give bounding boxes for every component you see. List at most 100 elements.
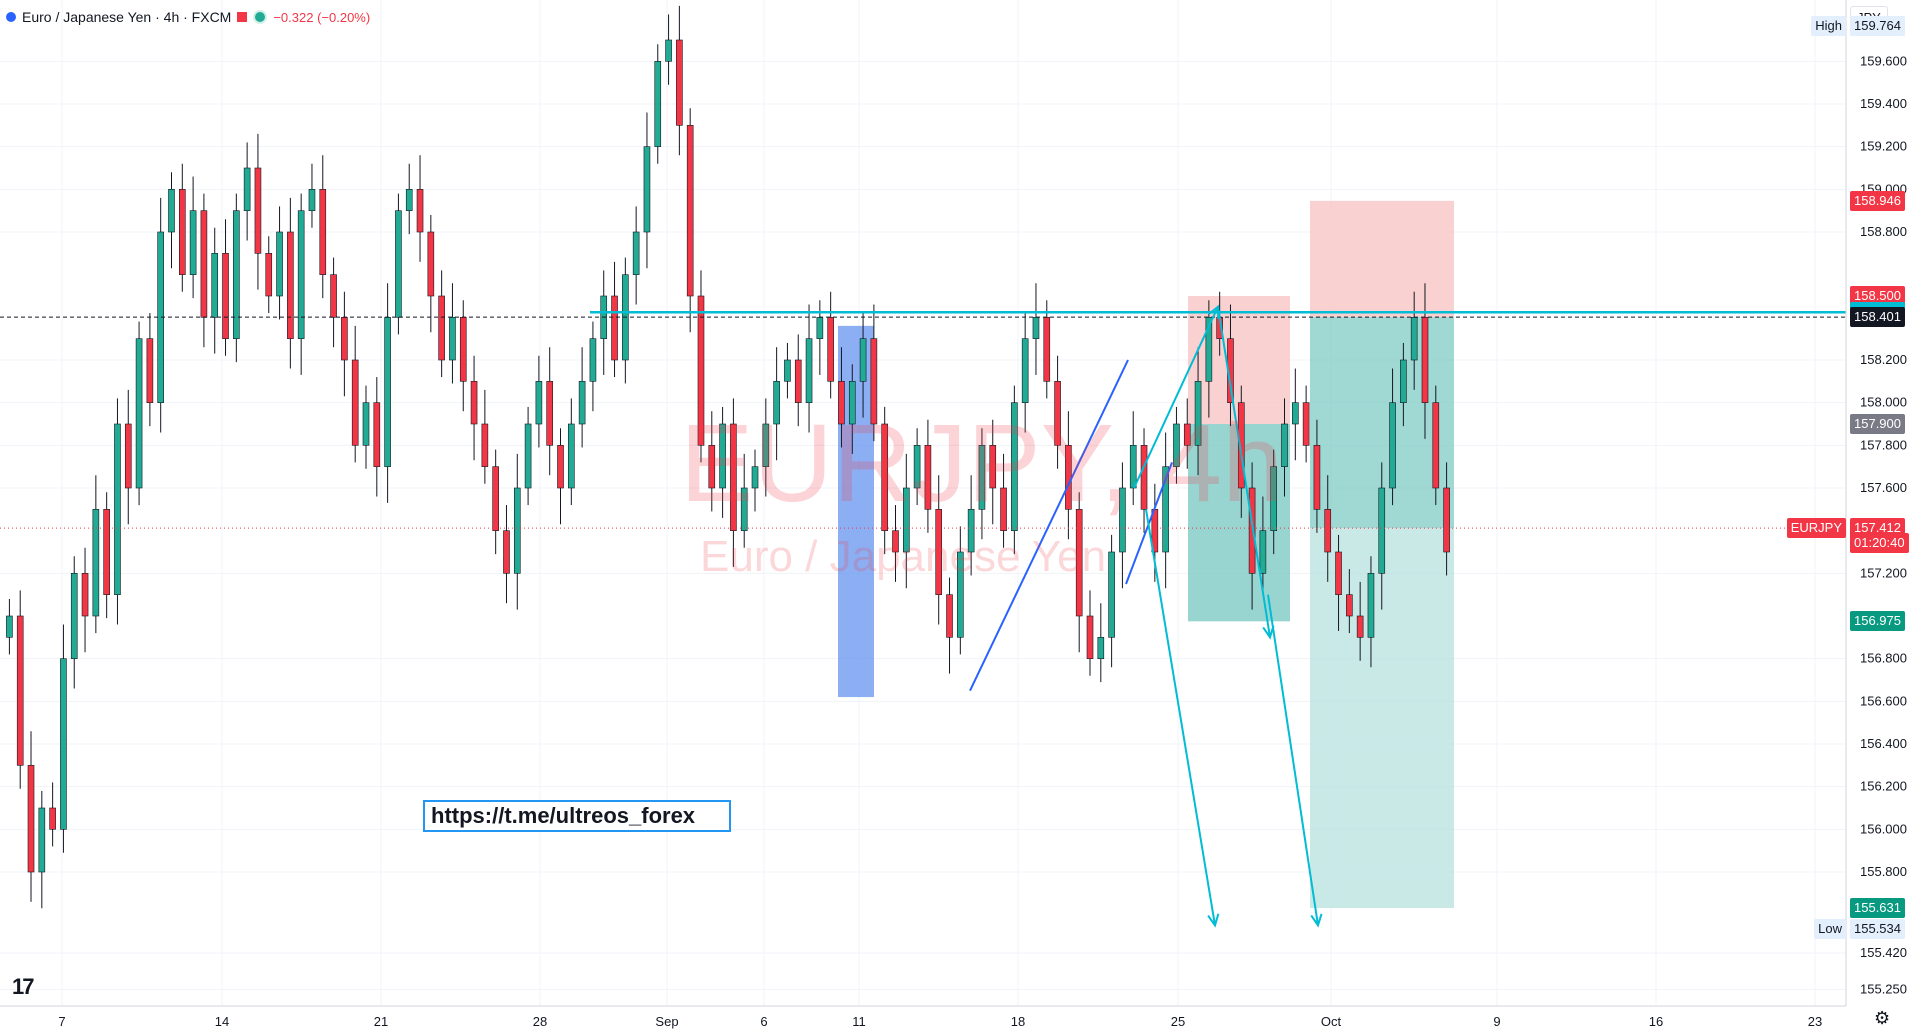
flag-icon[interactable] — [237, 12, 248, 22]
price-tag-label: Low — [1814, 918, 1846, 939]
candle-body — [254, 167, 262, 254]
projection-arrow — [1267, 594, 1319, 926]
candle-body — [1011, 402, 1018, 531]
candle-body — [38, 807, 46, 873]
candle-body — [870, 338, 878, 425]
price-tick-label: 159.400 — [1860, 96, 1907, 111]
price-tag-value: 155.534 — [1850, 918, 1905, 939]
candle-body — [1270, 466, 1278, 531]
candle-body — [1302, 402, 1310, 446]
candle-body — [1324, 509, 1332, 553]
price-tick-label: 157.800 — [1860, 437, 1907, 452]
price-tick-label: 158.800 — [1860, 224, 1907, 239]
candle-body — [341, 317, 348, 361]
symbol-logo-icon — [6, 12, 16, 22]
candle-body — [632, 231, 640, 275]
settings-gear-icon[interactable]: ⚙ — [1874, 1008, 1891, 1028]
projection-arrow — [1217, 306, 1271, 638]
candle-body — [578, 381, 586, 425]
candle-body — [222, 253, 229, 339]
candle-body — [1292, 402, 1299, 425]
symbol-header[interactable]: Euro / Japanese Yen · 4h · FXCM −0.322 (… — [6, 6, 370, 28]
candle-body — [384, 317, 391, 467]
candle-body — [513, 487, 521, 574]
candle-body — [902, 487, 910, 553]
arrow-head — [1310, 913, 1323, 928]
arrow-head — [1207, 913, 1220, 928]
candle-body — [589, 338, 597, 382]
candle-body — [308, 189, 316, 211]
candle-body — [427, 231, 435, 297]
candle-body — [1162, 466, 1169, 553]
candle-body — [838, 381, 845, 425]
candle-body — [665, 39, 672, 62]
time-tick-label: Oct — [1321, 1014, 1342, 1029]
time-tick-label: 6 — [760, 1014, 767, 1029]
candle-body — [168, 189, 175, 233]
candle-body — [265, 253, 273, 297]
time-tick-label: 9 — [1493, 1014, 1500, 1029]
candle-body — [1173, 423, 1180, 467]
symbol-title[interactable]: Euro / Japanese Yen · 4h · FXCM — [22, 9, 232, 25]
candle-body — [1000, 487, 1007, 531]
candle-body — [27, 765, 35, 873]
market-status-icon — [253, 10, 268, 24]
time-tick-label: 18 — [1011, 1014, 1025, 1029]
candle-body — [1259, 530, 1267, 574]
candle-body — [1378, 487, 1386, 574]
time-tick-label: 11 — [852, 1014, 866, 1029]
time-tick-label: 7 — [58, 1014, 65, 1029]
candle-body — [557, 445, 564, 489]
candle-body — [276, 231, 283, 297]
candle-body — [1054, 381, 1061, 446]
candle-body — [135, 338, 143, 489]
price-tick-label: 159.600 — [1860, 53, 1907, 68]
candle-body — [957, 551, 964, 638]
tradingview-logo-icon[interactable]: 17 — [12, 974, 35, 999]
candle-body — [643, 146, 651, 233]
candle-body — [70, 573, 78, 659]
candle-body — [1183, 423, 1191, 446]
candle-body — [1075, 509, 1083, 617]
candle-body — [362, 402, 370, 446]
candle-body — [1129, 445, 1137, 489]
price-change: −0.322 (−0.20%) — [273, 9, 371, 25]
time-axis[interactable]: 7 14 21 28 Sep 6 11 18 25 Oct 9 16 23 — [0, 1005, 1846, 1029]
candle-body — [103, 509, 110, 595]
candle-body — [60, 658, 67, 830]
time-tick-label: 21 — [374, 1014, 388, 1029]
price-tick-label: 155.250 — [1860, 981, 1907, 996]
candle-body — [1108, 551, 1115, 638]
candlestick-series — [6, 5, 1450, 909]
price-tick-label: 156.400 — [1860, 736, 1907, 751]
candle-body — [459, 317, 467, 382]
candle-body — [146, 338, 154, 403]
price-tick-label: 156.000 — [1860, 821, 1907, 836]
candle-body — [1443, 487, 1450, 553]
link-annotation[interactable]: https://t.me/ultreos_forex — [423, 800, 731, 832]
candle-body — [319, 189, 327, 275]
price-tick-label: 156.200 — [1860, 779, 1907, 794]
candle-body — [1119, 487, 1126, 553]
candle-body — [827, 317, 834, 382]
price-tick-label: 155.420 — [1860, 945, 1907, 960]
candle-body — [1421, 317, 1429, 403]
candle-body — [1281, 423, 1288, 467]
price-tag-value: 157.412 — [1850, 518, 1905, 539]
candle-body — [1194, 381, 1202, 446]
candle-body — [1389, 402, 1396, 489]
candle-body — [784, 359, 791, 382]
candle-body — [405, 189, 413, 211]
price-axis[interactable]: 159.600159.400159.200159.000158.800158.2… — [1845, 0, 1907, 1006]
price-tick-label: 158.200 — [1860, 352, 1907, 367]
candle-body — [978, 445, 986, 510]
candle-body — [395, 210, 402, 318]
candle-body — [1021, 338, 1029, 403]
candle-body — [935, 509, 943, 595]
candle-body — [1432, 402, 1440, 489]
candle-body — [740, 487, 748, 531]
candle-body — [287, 231, 294, 339]
candle-body — [524, 423, 532, 489]
projection-arrow — [1145, 509, 1216, 926]
